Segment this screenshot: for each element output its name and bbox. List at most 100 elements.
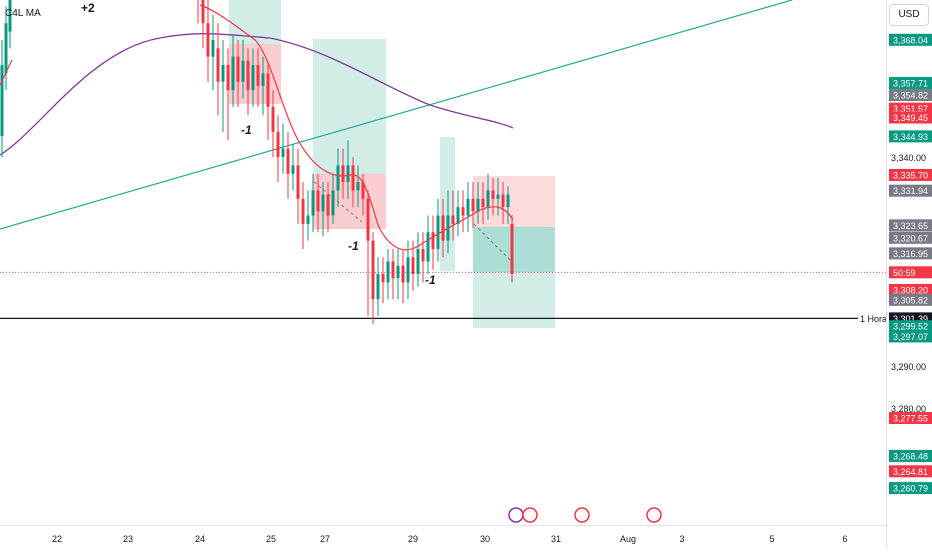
time-tick-label: Aug: [620, 534, 636, 544]
price-badge-label: 3,357.71: [893, 78, 928, 88]
candle-body: [471, 198, 475, 212]
time-scale[interactable]: 22 23 24 25 27 29 30 31 Aug 3 5 6: [0, 525, 886, 551]
chart-area[interactable]: [0, 0, 886, 525]
price-badge: [889, 247, 932, 260]
slow-ma-line: [0, 33, 514, 156]
price-badge: [889, 33, 932, 46]
price-badge: [889, 293, 932, 306]
candle-body: [461, 207, 465, 216]
candle-body: [236, 56, 240, 82]
candle-body: [201, 0, 205, 24]
trade-path: [473, 223, 513, 263]
price-badge: [889, 89, 932, 102]
price-badge-label: 3,297.07: [893, 332, 928, 342]
price-badge: [889, 266, 932, 279]
candle-body: [256, 65, 260, 86]
time-tick-label: 30: [480, 534, 490, 544]
candle-body: [486, 190, 490, 208]
candle-body: [211, 39, 215, 57]
candle-body: [491, 190, 495, 199]
candle-body: [441, 215, 445, 241]
time-tick-label: 6: [842, 534, 847, 544]
price-badge: [889, 76, 932, 89]
event-icon: [646, 507, 662, 523]
candle-body: [506, 194, 510, 208]
price-badge-label: 3,301.39: [893, 314, 928, 324]
candle-body: [396, 265, 400, 279]
position-box: [473, 227, 555, 272]
time-tick-label: 24: [195, 534, 205, 544]
candle-body: [451, 215, 455, 224]
candle-body: [306, 215, 310, 224]
price-badge: [889, 412, 932, 425]
fast-ma-line: [0, 4, 514, 251]
price-badge: [889, 283, 932, 296]
price-tick-label: 3,290.00: [891, 362, 926, 372]
candle-body: [266, 73, 270, 107]
candle-body: [431, 232, 435, 249]
price-badge-label: 3,323.65: [893, 221, 928, 231]
price-badge-label: 3,368.04: [893, 35, 928, 45]
candle-body: [4, 23, 8, 74]
price-tick-label: 3,280.00: [891, 404, 926, 414]
price-badge-label: 50:59: [893, 268, 916, 278]
candle-body: [371, 240, 375, 300]
candle-body: [416, 248, 420, 275]
price-badge: [889, 231, 932, 244]
price-badge-label: 3,335.70: [893, 170, 928, 180]
event-icon: [522, 507, 538, 523]
currency-button[interactable]: USD: [889, 4, 929, 26]
candle-body: [501, 194, 505, 208]
price-badge: [889, 465, 932, 478]
price-badge: [889, 130, 932, 143]
candle-body: [8, 0, 12, 32]
candle-body: [406, 257, 410, 283]
price-badge-label: 3,299.52: [893, 322, 928, 332]
candle-body: [316, 190, 320, 212]
candle-body: [456, 207, 460, 224]
price-badge-label: 3,316.95: [893, 249, 928, 259]
candle-body: [0, 65, 4, 137]
price-badge-label: 3,354.82: [893, 91, 928, 101]
event-icon: [574, 507, 590, 523]
candle-body: [281, 148, 285, 157]
candle-body: [216, 48, 220, 82]
price-badge-label: 3,344.93: [893, 132, 928, 142]
candle-body: [476, 198, 480, 212]
time-tick-label: 23: [123, 534, 133, 544]
candle-body: [436, 215, 440, 249]
candle-body: [391, 261, 395, 279]
candle-body: [251, 65, 255, 91]
trade-mark: -1: [348, 239, 359, 253]
candle-body: [411, 257, 415, 275]
horizontal-line-label[interactable]: 1 Hora: [858, 314, 890, 324]
price-badge-label: 3,349.45: [893, 113, 928, 123]
time-tick-label: 27: [320, 534, 330, 544]
time-tick-label: 31: [551, 534, 561, 544]
price-badge: [889, 482, 932, 495]
event-icon: [508, 507, 524, 523]
candle-body: [496, 194, 500, 199]
candle-body: [401, 265, 405, 283]
candle-body: [466, 198, 470, 216]
price-badge: [889, 449, 932, 462]
candle-body: [386, 261, 390, 283]
legend-plus-count[interactable]: +2: [81, 1, 95, 15]
candle-body: [301, 198, 305, 224]
price-badge: [889, 168, 932, 181]
candle-body: [510, 223, 514, 275]
position-box: [473, 176, 555, 227]
candle-body: [321, 194, 325, 212]
candle-body: [426, 232, 430, 262]
candlestick-chart[interactable]: [0, 0, 886, 525]
indicator-legend[interactable]: C4L MA: [5, 8, 41, 19]
price-scale[interactable]: 3,340.00 3,290.00 3,280.00 3,368.04 3,357.71…: [886, 0, 932, 550]
trend-line: [0, 0, 793, 230]
candle-body: [421, 248, 425, 262]
candle-body: [286, 148, 290, 174]
position-box: [313, 39, 386, 174]
time-tick-label: 25: [266, 534, 276, 544]
candle-body: [291, 165, 295, 174]
price-badge-label: 3,260.79: [893, 484, 928, 494]
price-badge-label: 3,305.82: [893, 295, 928, 305]
